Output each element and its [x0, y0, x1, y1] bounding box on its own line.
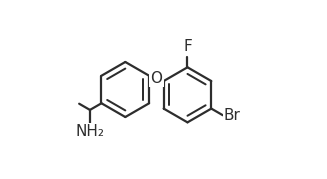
Text: Br: Br	[224, 108, 241, 123]
Text: F: F	[183, 39, 192, 54]
Text: NH₂: NH₂	[76, 124, 104, 139]
Text: O: O	[150, 71, 163, 86]
